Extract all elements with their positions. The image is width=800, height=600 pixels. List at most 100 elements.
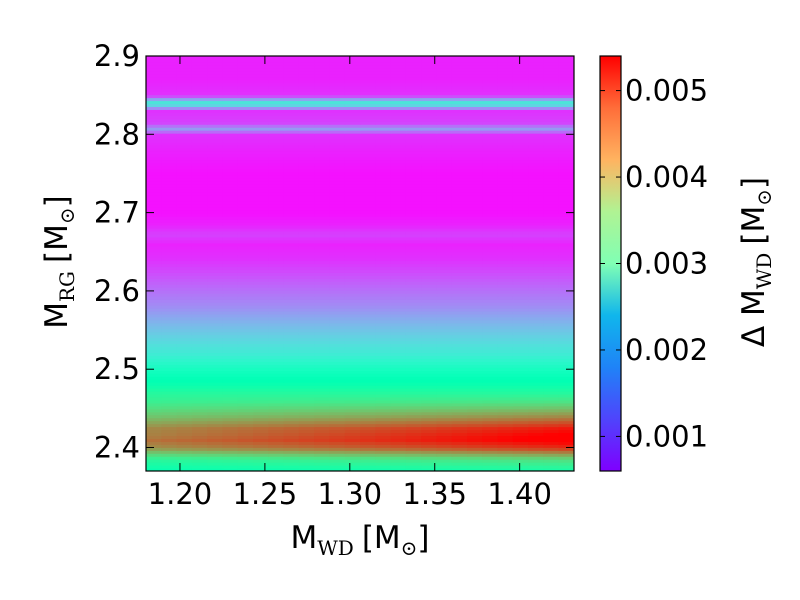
heatmap-cell (360, 426, 376, 431)
heatmap-cell (176, 260, 193, 265)
heatmap-cell (405, 438, 422, 442)
heatmap-cell (314, 313, 331, 318)
heatmap-cell (558, 85, 574, 90)
heatmap-cell (528, 139, 545, 143)
heatmap-cell (497, 219, 514, 223)
heatmap-cell (176, 97, 193, 102)
heatmap-cell (512, 328, 529, 333)
heatmap-cell (237, 447, 254, 451)
heatmap-cell (375, 447, 392, 451)
heatmap-cell (467, 313, 483, 318)
heatmap-cell (360, 456, 376, 460)
heatmap-cell (191, 233, 208, 238)
heatmap-cell (176, 201, 193, 205)
heatmap-cell (146, 390, 162, 395)
heatmap-cell (344, 263, 361, 268)
heatmap-cell (146, 198, 162, 202)
heatmap-cell (528, 58, 545, 63)
heatmap-cell (467, 310, 483, 315)
heatmap-cell (283, 61, 300, 66)
heatmap-cell (436, 352, 453, 356)
heatmap-cell (543, 204, 560, 208)
heatmap-cell (467, 91, 483, 96)
heatmap-cell (405, 269, 422, 273)
heatmap-cell (268, 272, 285, 276)
heatmap-cell (421, 465, 438, 469)
heatmap-cell (146, 361, 162, 365)
heatmap-cell (344, 127, 361, 131)
heatmap-cell (314, 462, 331, 466)
heatmap-cell (421, 150, 438, 155)
heatmap-cell (497, 432, 514, 437)
heatmap-cell (222, 402, 239, 407)
heatmap-cell (436, 127, 453, 131)
heatmap-cell (222, 189, 239, 193)
heatmap-cell (253, 115, 269, 119)
heatmap-cell (436, 192, 453, 196)
heatmap-cell (482, 358, 499, 362)
heatmap-cell (344, 230, 361, 235)
heatmap-cell (344, 456, 361, 460)
heatmap-cell (176, 382, 193, 386)
heatmap-cell (528, 370, 545, 374)
heatmap-cell (253, 219, 269, 223)
heatmap-cell (543, 183, 560, 188)
heatmap-cell (451, 79, 468, 84)
heatmap-cell (543, 127, 560, 131)
x-axis-ticks: 1.20 1.25 1.30 1.35 1.40 (148, 56, 552, 511)
heatmap-cell (222, 118, 239, 122)
heatmap-cell (207, 159, 224, 164)
heatmap-cell (467, 275, 483, 279)
heatmap-cell (497, 465, 514, 469)
heatmap-cell (253, 224, 269, 229)
heatmap-cell (207, 183, 224, 188)
heatmap-cell (528, 227, 545, 232)
heatmap-cell (283, 56, 300, 60)
heatmap-cell (237, 462, 254, 466)
heatmap-cell (512, 174, 529, 179)
heatmap-cell (207, 435, 224, 439)
heatmap-cell (482, 213, 499, 217)
heatmap-cell (497, 263, 514, 268)
heatmap-cell (253, 141, 269, 146)
heatmap-cell (146, 171, 162, 176)
heatmap-cell (375, 305, 392, 309)
heatmap-cell (436, 260, 453, 265)
heatmap-cell (360, 462, 376, 466)
heatmap-cell (283, 254, 300, 259)
heatmap-cell (421, 343, 438, 348)
heatmap-cell (314, 426, 331, 431)
heatmap-cell (237, 186, 254, 190)
heatmap-cell (191, 284, 208, 288)
heatmap-cell (344, 340, 361, 345)
heatmap-cell (543, 91, 560, 96)
heatmap-cell (191, 97, 208, 102)
heatmap-cell (283, 263, 300, 268)
heatmap-cell (360, 343, 376, 348)
heatmap-cell (298, 373, 315, 377)
heatmap-cell (421, 361, 438, 365)
heatmap-cell (191, 364, 208, 368)
heatmap-cell (512, 278, 529, 282)
heatmap-cell (375, 331, 392, 336)
heatmap-cell (237, 355, 254, 359)
heatmap-cell (360, 195, 376, 199)
heatmap-cell (237, 468, 254, 471)
heatmap-cell (176, 168, 193, 173)
heatmap-cell (329, 168, 346, 173)
heatmap-cell (375, 227, 392, 232)
heatmap-cell (329, 393, 346, 398)
heatmap-cell (191, 307, 208, 312)
heatmap-cell (344, 242, 361, 247)
heatmap-cell (405, 201, 422, 205)
heatmap-cell (390, 429, 407, 434)
heatmap-cell (497, 174, 514, 179)
heatmap-cell (390, 441, 407, 445)
heatmap-cell (298, 159, 315, 164)
heatmap-cell (344, 313, 361, 318)
heatmap-cell (146, 423, 162, 428)
heatmap-cell (222, 61, 239, 66)
heatmap-cell (283, 396, 300, 401)
heatmap-cell (543, 302, 560, 306)
